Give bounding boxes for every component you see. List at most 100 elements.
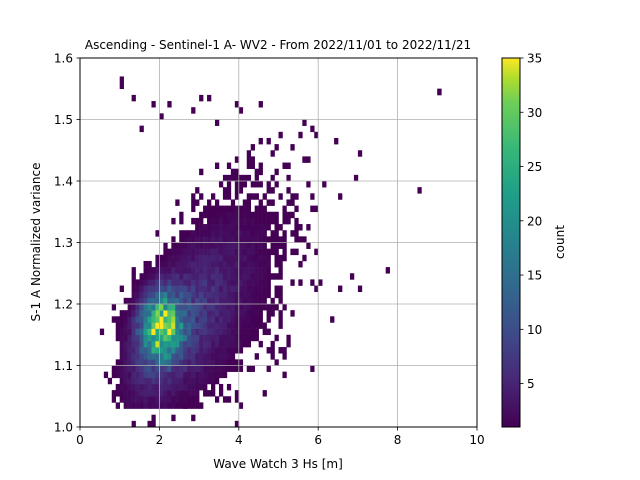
heatmap-cell — [175, 242, 180, 249]
heatmap-cell — [127, 377, 132, 385]
heatmap-cell — [207, 242, 212, 249]
heatmap-cell — [187, 242, 192, 249]
heatmap-cell — [155, 334, 160, 342]
heatmap-cell — [199, 260, 204, 268]
heatmap-cell — [115, 316, 120, 323]
heatmap-cell — [211, 383, 216, 391]
heatmap-cell — [175, 279, 180, 286]
heatmap-cell — [211, 316, 216, 323]
heatmap-cell — [175, 347, 180, 354]
heatmap-cell — [155, 254, 160, 262]
heatmap-cell — [171, 359, 176, 366]
heatmap-cell — [314, 248, 319, 256]
heatmap-cell — [179, 285, 184, 292]
heatmap-cell — [262, 260, 267, 268]
heatmap-cell — [115, 390, 120, 397]
heatmap-cell — [234, 168, 240, 176]
heatmap-cell — [230, 205, 236, 213]
heatmap-cell — [139, 383, 144, 391]
heatmap-cell — [226, 353, 232, 360]
heatmap-cell — [258, 224, 263, 231]
heatmap-cell — [187, 254, 192, 262]
heatmap-cell — [218, 279, 224, 286]
heatmap-cell — [143, 353, 148, 360]
heatmap-cell — [262, 217, 267, 225]
heatmap-cell — [282, 211, 287, 219]
heatmap-cell — [191, 340, 196, 348]
heatmap-cell — [187, 279, 192, 286]
heatmap-cell — [222, 211, 228, 219]
heatmap-cell — [179, 304, 184, 311]
heatmap-cell — [171, 273, 176, 280]
heatmap-cell — [163, 334, 168, 342]
heatmap-cell — [143, 304, 148, 311]
heatmap-cell — [179, 390, 184, 397]
heatmap-cell — [191, 414, 196, 422]
heatmap-cell — [143, 396, 148, 403]
heatmap-cell — [191, 267, 196, 274]
heatmap-cell — [131, 285, 136, 292]
heatmap-cell — [238, 236, 244, 243]
heatmap-cell — [246, 254, 252, 262]
heatmap-cell — [246, 273, 252, 280]
heatmap-cell — [147, 260, 152, 268]
heatmap-cell — [218, 230, 224, 237]
heatmap-cell — [119, 377, 124, 385]
heatmap-cell — [226, 242, 232, 249]
heatmap-cell — [266, 267, 271, 274]
heatmap-cell — [254, 273, 259, 280]
heatmap-cell — [214, 347, 220, 354]
heatmap-cell — [147, 328, 152, 336]
heatmap-cell — [246, 248, 252, 256]
heatmap-cell — [123, 340, 128, 348]
heatmap-cell — [159, 383, 164, 391]
heatmap-cell — [199, 267, 204, 274]
heatmap-cell — [115, 402, 120, 409]
heatmap-cell — [203, 377, 208, 385]
heatmap-cell — [123, 347, 128, 354]
heatmap-cell — [175, 267, 180, 274]
heatmap-cell — [230, 224, 236, 231]
heatmap-cell — [222, 304, 228, 311]
heatmap-cell — [151, 396, 156, 403]
heatmap-cell — [290, 279, 295, 286]
heatmap-cell — [222, 316, 228, 323]
heatmap-cell — [242, 230, 248, 237]
heatmap-cell — [183, 230, 188, 237]
heatmap-cell — [294, 248, 299, 256]
heatmap-cell — [139, 273, 144, 280]
heatmap-cell — [155, 291, 160, 299]
heatmap-cell — [171, 371, 176, 379]
heatmap-cell — [191, 371, 196, 379]
heatmap-cell — [203, 211, 208, 219]
heatmap-cell — [163, 322, 168, 329]
heatmap-cell — [203, 328, 208, 336]
heatmap-cell — [175, 285, 180, 292]
heatmap-cell — [226, 279, 232, 286]
heatmap-cell — [211, 340, 216, 348]
heatmap-cell — [135, 390, 140, 397]
heatmap-cell — [199, 402, 204, 409]
heatmap-cell — [203, 371, 208, 379]
heatmap-cell — [234, 236, 240, 243]
heatmap-cell — [183, 359, 188, 366]
heatmap-cell — [218, 340, 224, 348]
heatmap-cell — [171, 328, 176, 336]
heatmap-cell — [274, 144, 279, 151]
heatmap-cell — [103, 371, 109, 379]
heatmap-cell — [171, 310, 176, 317]
heatmap-cell — [214, 236, 220, 243]
heatmap-cell — [123, 365, 128, 372]
heatmap-cell — [203, 236, 208, 243]
heatmap-cell — [159, 365, 164, 372]
heatmap-cell — [258, 291, 263, 299]
heatmap-cell — [238, 273, 244, 280]
heatmap-cell — [203, 310, 208, 317]
heatmap-cell — [155, 371, 160, 379]
heatmap-cell — [179, 267, 184, 274]
heatmap-cell — [214, 334, 220, 342]
heatmap-cell — [207, 353, 212, 360]
heatmap-cell — [139, 285, 144, 292]
heatmap-cell — [230, 236, 236, 243]
heatmap-cell — [143, 365, 148, 372]
